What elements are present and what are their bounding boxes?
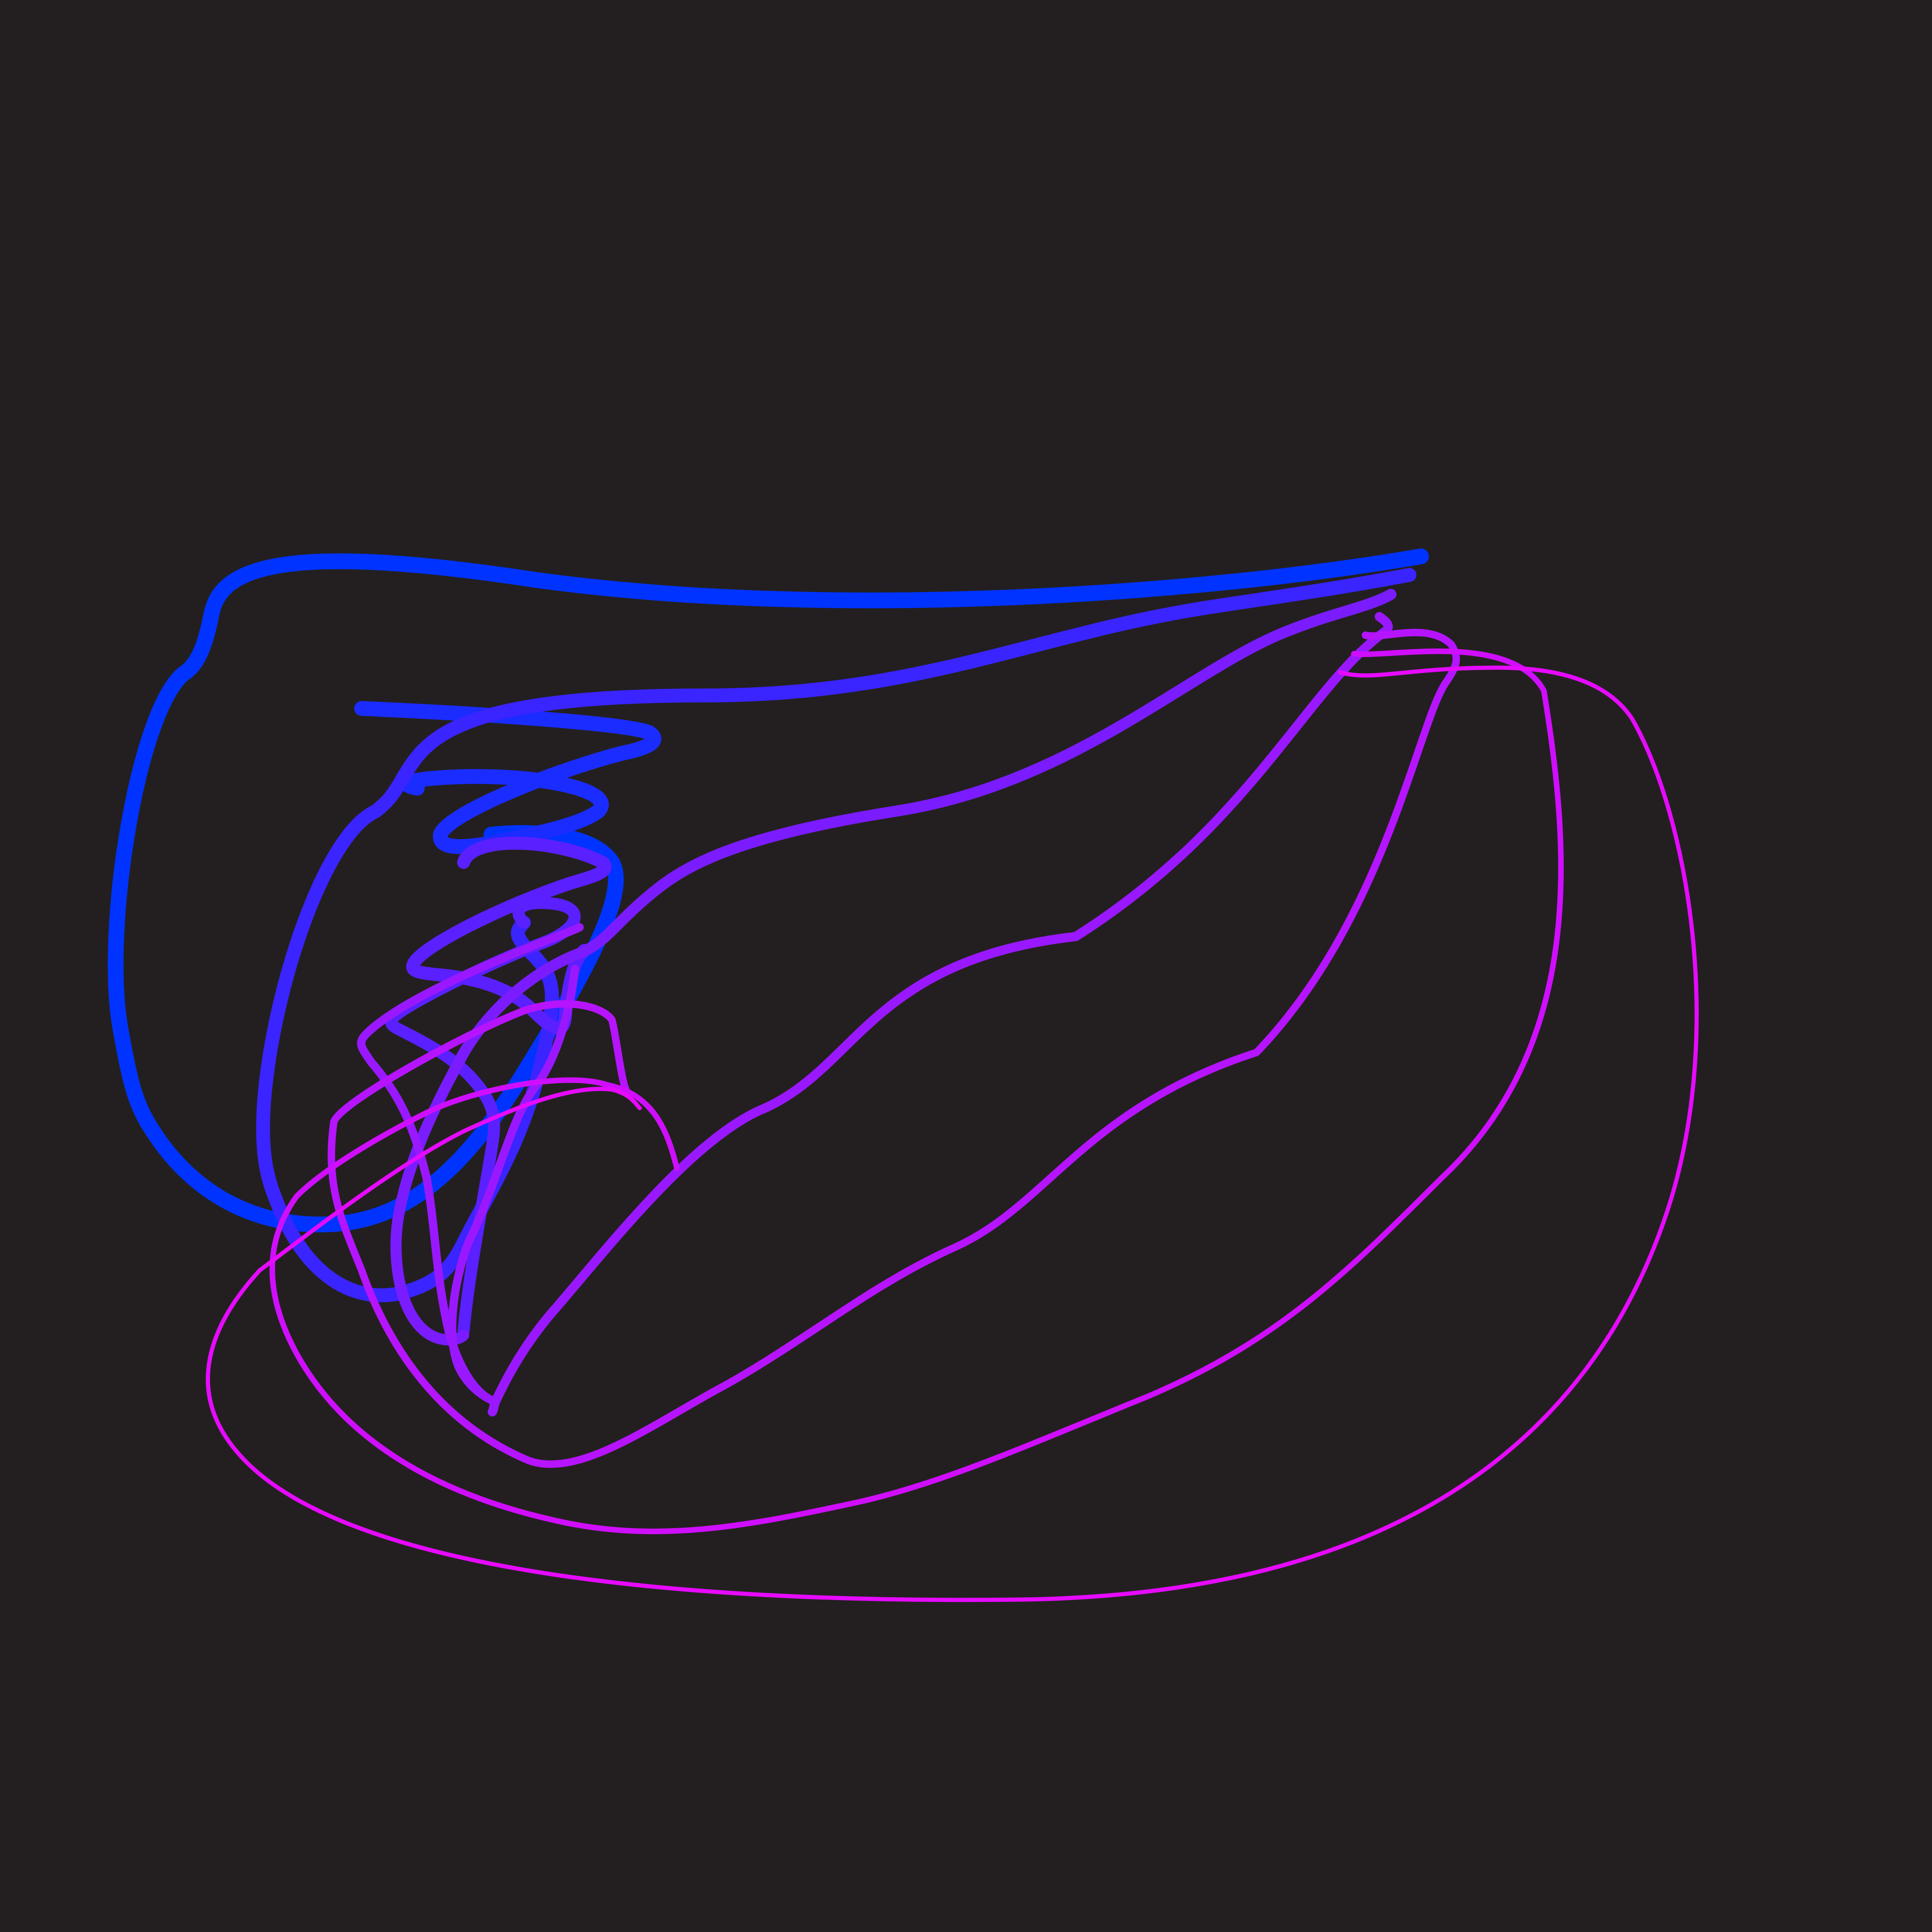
purple-wave-spiral [357,923,584,1404]
magenta-loop [327,629,1460,1468]
magenta-outer-loop [269,648,1564,1534]
blue-zigzag-spiral [354,701,662,854]
pink-outermost-loop [205,665,1699,1602]
inner-zigzag-tail [385,897,581,1337]
purple-wave [488,612,1393,1416]
violet-wave [390,589,1396,1345]
indigo-loop [256,568,1416,1302]
